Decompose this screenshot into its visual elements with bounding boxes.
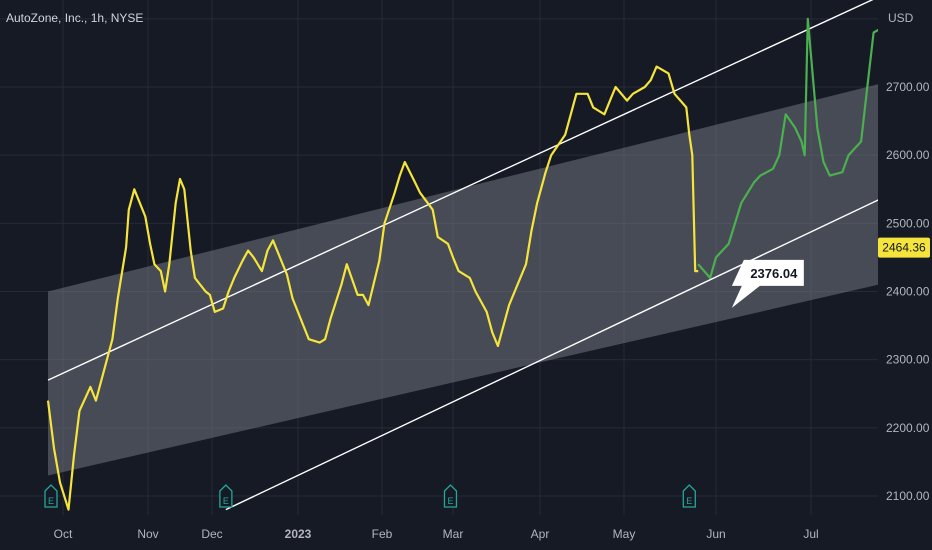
x-tick-label: Feb — [372, 527, 393, 541]
trendline-upper_trendline[interactable] — [47, 0, 905, 381]
price-series-projection — [697, 17, 887, 279]
price-callout-label: 2376.04 — [750, 266, 798, 281]
x-tick-label: Oct — [54, 527, 73, 541]
symbol-title: AutoZone, Inc., 1h, NYSE — [6, 11, 143, 25]
earnings-marker[interactable]: E — [443, 484, 458, 508]
earnings-marker-shape — [682, 484, 696, 508]
x-tick-label: 2023 — [285, 527, 312, 541]
price-callout-box[interactable] — [731, 259, 804, 308]
earnings-marker-label: E — [447, 496, 453, 506]
annotation-layer: 2376.04 — [731, 259, 804, 308]
last-price-tag — [878, 237, 930, 258]
x-tick-label: Mar — [443, 527, 464, 541]
earnings-marker-shape — [443, 484, 458, 508]
x-tick-label: Dec — [201, 527, 222, 541]
x-tick-label: Apr — [531, 527, 550, 541]
earnings-marker[interactable]: E — [44, 484, 58, 508]
earnings-marker-label: E — [686, 496, 692, 506]
earnings-marker-shape — [44, 484, 58, 508]
earnings-marker[interactable]: E — [682, 484, 696, 508]
x-tick-label: Jun — [706, 527, 725, 541]
y-tick-label: 2700.00 — [886, 80, 930, 94]
x-tick-label: Jul — [803, 527, 818, 541]
price-series-layer — [46, 17, 887, 511]
price-series-history — [46, 65, 699, 511]
earnings-marker-shape — [219, 484, 233, 508]
earnings-marker[interactable]: E — [219, 484, 233, 508]
time-axis-panel[interactable] — [0, 515, 932, 550]
trendline-lower_trendline[interactable] — [225, 185, 909, 511]
y-tick-label: 2200.00 — [886, 421, 930, 435]
y-tick-label: 2600.00 — [886, 148, 930, 162]
y-tick-label: 2500.00 — [886, 216, 930, 230]
price-axis-panel[interactable] — [878, 0, 932, 550]
earnings-marker-label: E — [48, 496, 54, 506]
y-tick-label: 2100.00 — [886, 489, 930, 503]
earnings-marker-label: E — [223, 496, 229, 506]
channel-lines-layer — [47, 0, 909, 511]
x-tick-label: May — [613, 527, 636, 541]
y-tick-label: 2300.00 — [886, 353, 930, 367]
currency-label: USD — [888, 11, 914, 25]
last-price-label: 2464.36 — [882, 241, 926, 255]
x-tick-label: Nov — [137, 527, 158, 541]
y-tick-label: 2400.00 — [886, 285, 930, 299]
